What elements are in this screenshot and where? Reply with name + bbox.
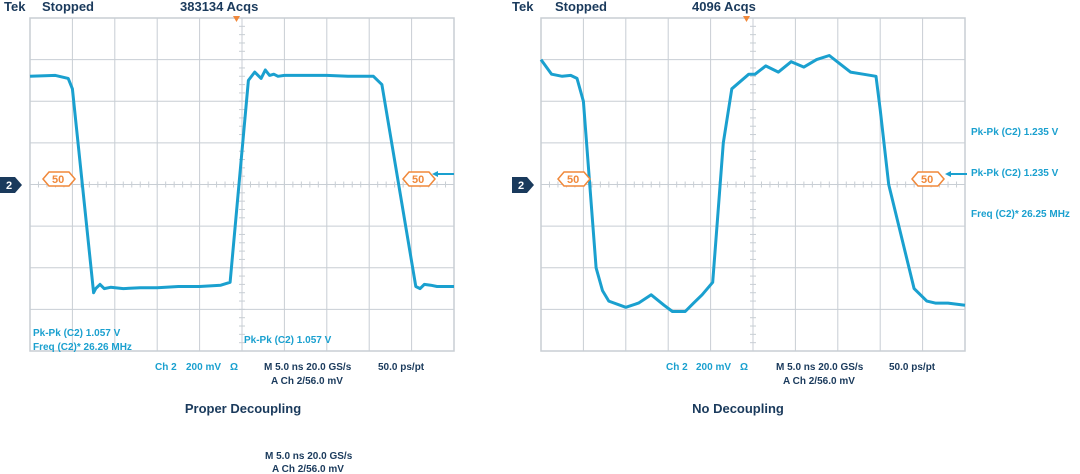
right-trigger-position-marker <box>743 16 750 22</box>
left-brand: Tek <box>4 0 26 14</box>
right-50pct-label-start: 50 <box>567 174 579 186</box>
left-graticule <box>29 17 455 352</box>
right-status-channel: Ch 2 <box>666 362 688 373</box>
right-channel-marker-label: 2 <box>518 180 524 192</box>
right-brand: Tek <box>512 0 534 14</box>
left-status-timebase: M 5.0 ns 20.0 GS/s <box>264 362 352 373</box>
left-acqs: 383134 Acqs <box>180 0 258 14</box>
left-status: Stopped <box>42 0 94 14</box>
right-status-scale: 200 mV <box>696 362 731 373</box>
right-50pct-marker-start: 50 <box>557 171 591 187</box>
right-50pct-label-end: 50 <box>921 174 933 186</box>
right-pkpk-readout-1: Pk-Pk (C2) 1.235 V <box>971 127 1059 138</box>
left-50pct-label-end: 50 <box>412 174 424 186</box>
left-trigger-level-arrow <box>432 171 454 177</box>
left-pkpk-readout-2: Pk-Pk (C2) 1.057 V <box>244 335 332 346</box>
right-50pct-marker-end: 50 <box>911 171 945 187</box>
left-pkpk-readout-1: Pk-Pk (C2) 1.057 V <box>33 328 121 339</box>
right-pkpk-readout-2: Pk-Pk (C2) 1.235 V <box>971 168 1059 179</box>
left-status-scale: 200 mV <box>186 362 221 373</box>
right-waveform-trace <box>539 54 966 313</box>
left-status-ohm: Ω <box>230 362 238 373</box>
left-status-channel: Ch 2 <box>155 362 177 373</box>
graticule-frame <box>540 17 966 352</box>
left-channel-marker-label: 2 <box>6 180 12 192</box>
left-freq-readout: Freq (C2)* 26.26 MHz <box>33 342 132 353</box>
left-waveform-trace <box>29 68 454 295</box>
right-status-ohm: Ω <box>740 362 748 373</box>
left-status-record: 50.0 ps/pt <box>378 362 425 373</box>
right-trigger-level-arrow <box>945 171 967 177</box>
right-channel-marker: 2 <box>512 177 534 193</box>
footer-trigger: A Ch 2/56.0 mV <box>272 464 344 474</box>
right-status-timebase: M 5.0 ns 20.0 GS/s <box>776 362 864 373</box>
graticule-frame <box>29 17 455 352</box>
right-status-trigger: A Ch 2/56.0 mV <box>783 376 855 387</box>
left-trigger-position-marker <box>233 16 240 22</box>
left-50pct-label-start: 50 <box>52 174 64 186</box>
left-channel-marker: 2 <box>0 177 22 193</box>
left-caption: Proper Decoupling <box>185 401 301 416</box>
footer-timebase: M 5.0 ns 20.0 GS/s <box>265 451 353 462</box>
right-freq-readout: Freq (C2)* 26.25 MHz <box>971 209 1070 220</box>
right-status-record: 50.0 ps/pt <box>889 362 936 373</box>
right-graticule <box>540 17 966 352</box>
right-status: Stopped <box>555 0 607 14</box>
left-status-trigger: A Ch 2/56.0 mV <box>271 376 343 387</box>
left-50pct-marker-end: 50 <box>402 171 436 187</box>
right-acqs: 4096 Acqs <box>692 0 756 14</box>
left-50pct-marker-start: 50 <box>42 171 76 187</box>
right-caption: No Decoupling <box>692 401 784 416</box>
